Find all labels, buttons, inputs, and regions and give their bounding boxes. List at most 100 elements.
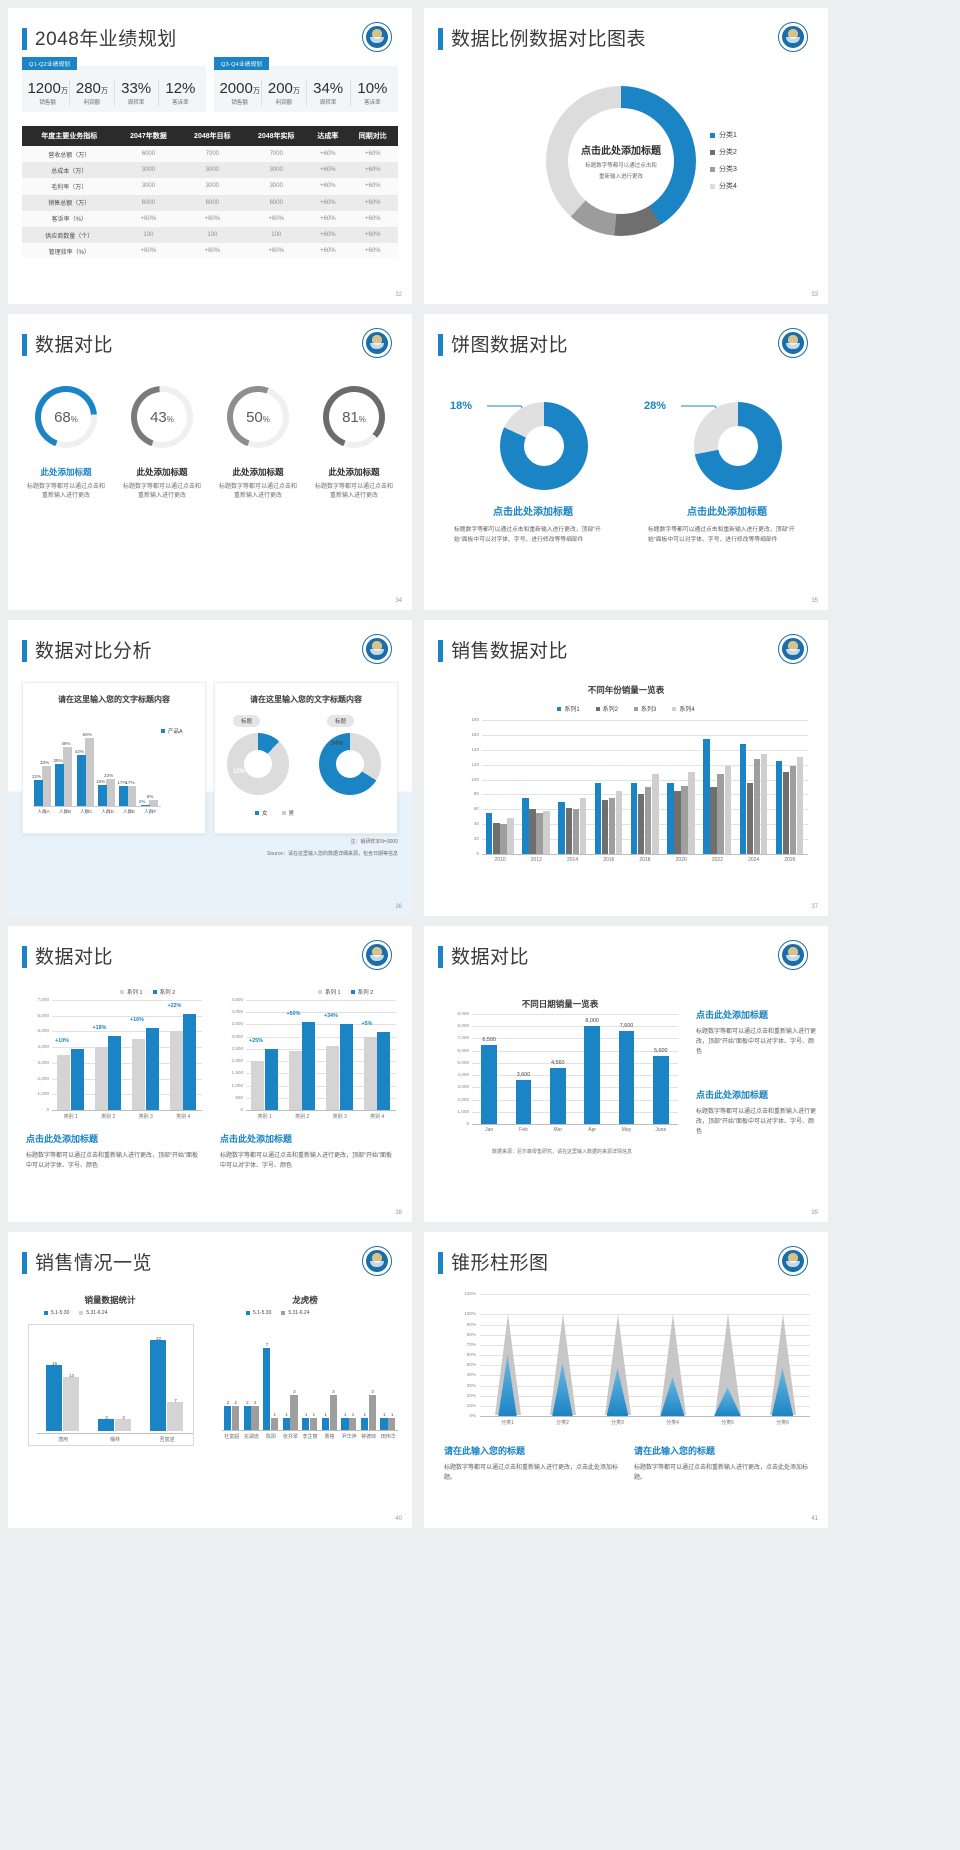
- table-cell: 100: [271, 232, 282, 239]
- table-cell: 100: [143, 232, 154, 239]
- pie-block-right: 28% 点击此处添加标题 标题数字等都可以通过点击和重新输入进行更改，顶部“开始…: [626, 392, 828, 545]
- legend-item[interactable]: 5.31-6.24: [79, 1310, 108, 1316]
- y-axis-tick: 4,500: [231, 997, 244, 1002]
- bar-data-label: 42%: [74, 749, 84, 755]
- block-title: 请在此输入您的标题: [634, 1446, 716, 1456]
- legend-item[interactable]: 系列 2: [350, 988, 373, 996]
- bar: [145, 1028, 159, 1110]
- legend-item[interactable]: 系列4: [672, 704, 695, 713]
- bar: [500, 824, 507, 854]
- y-axis-tick: 7,000: [457, 1035, 470, 1041]
- bar: [558, 801, 565, 854]
- legend-item[interactable]: 男: [281, 809, 294, 817]
- category-label: 类别 3: [332, 1114, 347, 1120]
- legend-item[interactable]: 系列 2: [152, 988, 175, 996]
- category-label: 分类4: [666, 1420, 679, 1426]
- y-axis-tick: 3,000: [37, 1059, 50, 1065]
- gridline: [246, 1048, 396, 1050]
- table-row: 毛利率（万） 3000 3000 3000 +60% +60%: [22, 178, 398, 195]
- table-cell: +60%: [268, 248, 284, 255]
- legend-item[interactable]: 女: [255, 809, 268, 817]
- legend-item[interactable]: 分类1: [710, 130, 737, 140]
- bar: [652, 1055, 669, 1124]
- legend-label: 产品A: [168, 729, 183, 735]
- kpi-group-tag: Q3-Q4业绩规划: [214, 57, 270, 70]
- bar: [302, 1022, 316, 1110]
- page-title: 数据对比: [451, 947, 530, 968]
- y-axis-tick: 50%: [466, 1362, 476, 1368]
- legend-item[interactable]: 产品A: [161, 727, 183, 735]
- kpi-value: 280: [75, 80, 101, 97]
- gridline: [472, 1087, 678, 1089]
- legend-item[interactable]: 系列 1: [318, 988, 341, 996]
- gauge-title: 此处添加标题: [232, 467, 284, 477]
- bar-data-label: 3: [293, 1388, 296, 1394]
- bar: [148, 799, 158, 807]
- block-desc: 标题数字等都可以通过点击和重新输入进行更改，点击此处添加标题。: [634, 1465, 809, 1482]
- table-row: 营收总额（万） 6000 7000 7000 +60% +60%: [22, 146, 398, 163]
- bar-data-label: 22: [155, 1335, 162, 1341]
- legend-item[interactable]: 分类3: [710, 164, 737, 174]
- gridline: [472, 1050, 678, 1052]
- cone-chart-plot: 0% 10% 20% 30% 40% 50% 60% 70% 80% 90% 100% 120% 分类1…: [454, 1291, 810, 1430]
- donut-chart: 12%: [227, 733, 289, 795]
- table-cell: 3000: [205, 167, 220, 174]
- legend-item[interactable]: 系列1: [557, 704, 580, 713]
- bar: [243, 1406, 251, 1430]
- gridline: [480, 1395, 810, 1397]
- gauge-desc: 标题数字等都可以通过点击和重新输入进行更改: [123, 484, 202, 500]
- kpi-unit: 万: [100, 88, 108, 95]
- table-cell: 6000: [205, 199, 220, 206]
- bar: [183, 1014, 197, 1110]
- bar: [55, 763, 65, 807]
- gridline: [52, 1062, 202, 1064]
- gridline: [246, 1073, 396, 1075]
- bar-data-label: 1: [304, 1412, 308, 1418]
- gridline: [472, 1038, 678, 1040]
- legend-item[interactable]: 分类4: [710, 181, 737, 191]
- chart-title-left: 销量数据统计: [84, 1295, 136, 1305]
- bar: [377, 1031, 391, 1110]
- bar: [282, 1418, 290, 1430]
- gridline: [482, 720, 808, 721]
- legend-item[interactable]: 系列3: [634, 704, 656, 713]
- bar: [310, 1418, 318, 1430]
- legend-item[interactable]: 系列 1: [120, 988, 143, 996]
- bar: [486, 813, 493, 854]
- page-title: 数据对比: [35, 947, 114, 968]
- bar-data-label: 1: [312, 1412, 316, 1418]
- bar: [34, 779, 43, 807]
- bar: [615, 790, 623, 854]
- legend-item[interactable]: 5.31-6.24: [281, 1310, 310, 1316]
- gauge-item: 50% 此处添加标题 标题数字等都可以通过点击和重新输入进行更改: [210, 386, 306, 502]
- bar: [363, 1036, 377, 1110]
- bar-data-label: 5,600: [654, 1047, 668, 1054]
- bar: [493, 822, 500, 854]
- bar: [710, 787, 717, 854]
- gridline: [52, 1015, 202, 1017]
- y-axis-tick: 0%: [469, 1413, 476, 1418]
- legend-item[interactable]: 5.1-5.30: [44, 1310, 69, 1316]
- gauge-item: 43% 此处添加标题 标题数字等都可以通过点击和重新输入进行更改: [114, 386, 210, 502]
- company-logo-icon: [778, 328, 808, 358]
- category-label: 陈阴: [265, 1434, 276, 1440]
- legend-swatch-icon: [710, 166, 715, 172]
- bar-chart-plot-right: 0 500 1,000 1,500 2,000 2,500 3,000 3,500 4,000 4…: [220, 997, 396, 1124]
- category-label: Apr: [588, 1127, 597, 1133]
- bar-data-label: 1: [383, 1412, 386, 1418]
- bar: [789, 766, 797, 854]
- slide-36: 数据对比分析 请在这里输入您的文字标题内容 33% 22% 49% 35% 56% 42%…: [8, 620, 412, 916]
- legend-item[interactable]: 系列2: [595, 704, 618, 713]
- donut-chart: [694, 402, 782, 490]
- gauge-number: 68: [54, 408, 71, 426]
- legend-item[interactable]: 分类2: [710, 147, 737, 157]
- legend-item[interactable]: 5.1-5.30: [246, 1310, 271, 1316]
- axis-line: [480, 1416, 810, 1417]
- bar: [584, 1026, 601, 1124]
- bar-annotation: +50%: [286, 1011, 301, 1017]
- kpi-unit: 万: [292, 88, 300, 95]
- y-axis-tick: 2,000: [457, 1096, 470, 1102]
- title-accent-bar: [438, 640, 443, 662]
- bar: [167, 1401, 184, 1431]
- gauge-desc: 标题数字等都可以通过点击和重新输入进行更改: [27, 484, 106, 500]
